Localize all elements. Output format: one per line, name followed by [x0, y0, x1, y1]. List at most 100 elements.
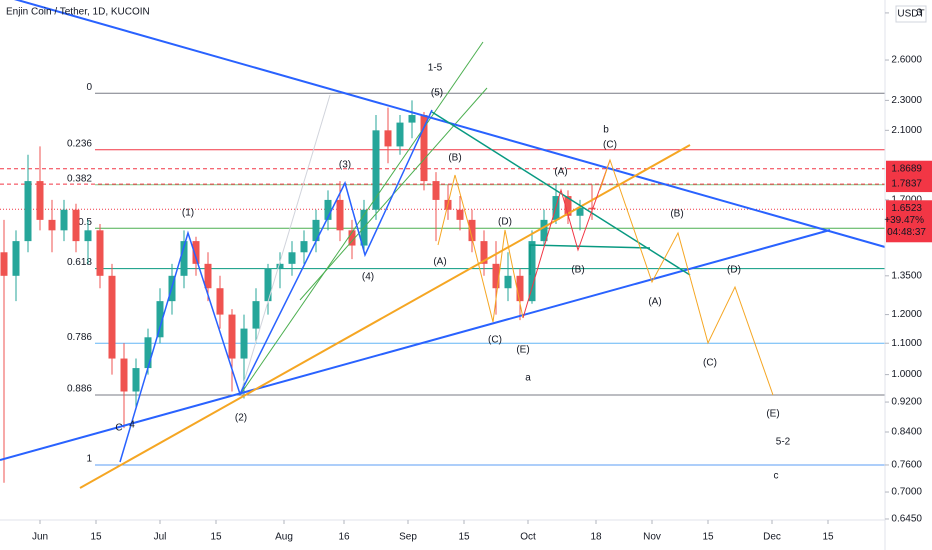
x-tick-label: Nov — [643, 532, 661, 543]
wave-label: (A) — [648, 297, 661, 308]
wave-label: C — [115, 423, 122, 434]
wave-line — [119, 109, 433, 463]
fib-label: 0.786 — [67, 332, 92, 343]
y-tick-label: 1.2000 — [891, 309, 922, 320]
candle-body — [12, 241, 20, 276]
candle-body — [336, 199, 344, 231]
candle-body — [504, 275, 512, 289]
candle-body — [72, 209, 80, 242]
candle-body — [216, 288, 224, 315]
candle-body — [540, 219, 548, 242]
price-label: 1.7837 — [891, 179, 922, 190]
candle-body — [36, 181, 44, 220]
candle-body — [432, 181, 440, 200]
wave-label: (E) — [516, 345, 529, 356]
candle-body — [180, 241, 188, 276]
candle-body — [420, 115, 428, 182]
y-tick-label: 1.1000 — [891, 338, 922, 349]
candle-body — [228, 314, 236, 359]
fib-label: 1 — [86, 454, 92, 465]
last-price: 1.6523 — [891, 203, 922, 214]
x-tick-label: 15 — [90, 532, 102, 543]
wave-label: (B) — [571, 265, 584, 276]
trend-line — [13, 0, 886, 248]
y-tick-label: 2.3000 — [891, 95, 922, 106]
candle-body — [84, 230, 92, 242]
wave-line — [529, 244, 651, 275]
candle-body — [60, 209, 68, 231]
candle-body — [372, 130, 380, 210]
fib-label: 0.236 — [67, 138, 92, 149]
x-tick-label: Jun — [32, 532, 48, 543]
x-tick-label: 18 — [590, 532, 602, 543]
candle-body — [276, 263, 284, 269]
wave-label: (C) — [703, 358, 717, 369]
y-tick-label: 2.6000 — [891, 55, 922, 66]
fib-label: 0.618 — [67, 257, 92, 268]
candle-body — [396, 122, 404, 147]
candle-body — [588, 207, 596, 210]
wave-label: (E) — [766, 409, 779, 420]
wave-label: (B) — [670, 209, 683, 220]
candle-body — [312, 219, 320, 242]
candle-body — [144, 337, 152, 369]
x-tick-label: 15 — [210, 532, 222, 543]
x-tick-label: 15 — [822, 532, 834, 543]
y-tick-label: 0.8400 — [891, 427, 922, 438]
wave-line — [437, 174, 524, 323]
wave-label: (A) — [433, 257, 446, 268]
drawings — [0, 0, 886, 489]
price-label-box — [886, 176, 932, 193]
candle-body — [156, 301, 164, 338]
candle-body — [24, 181, 32, 242]
currency-box — [895, 5, 927, 23]
candle-body — [204, 263, 212, 289]
candle-body — [348, 230, 356, 246]
candle-body — [408, 115, 416, 123]
wave-line — [522, 159, 611, 319]
candle-body — [48, 219, 56, 231]
candle-body — [492, 263, 500, 289]
x-tick-label: 15 — [458, 532, 470, 543]
fib-label: 0.5 — [78, 217, 92, 228]
price-change: +39.47% — [884, 215, 924, 226]
wave-label: (C) — [603, 140, 617, 151]
x-tick-label: 16 — [338, 532, 350, 543]
x-tick-label: Dec — [763, 532, 781, 543]
trend-line — [0, 229, 831, 461]
wave-label: (2) — [235, 413, 247, 424]
y-tick-label: 1.0000 — [891, 369, 922, 380]
candle-body — [192, 241, 200, 264]
candle-body — [516, 275, 524, 302]
y-tick-label: 0.9200 — [891, 397, 922, 408]
trend-line — [79, 144, 691, 489]
candle-body — [252, 301, 260, 329]
trend-line — [239, 94, 331, 396]
chart-title: Enjin Coin / Tether, 1D, KUCOIN — [6, 7, 150, 18]
wave-label: a — [525, 373, 531, 384]
fib-label: 0 — [86, 82, 92, 93]
wave-label: (A) — [554, 167, 567, 178]
wave-label: (3) — [339, 160, 351, 171]
candle-body — [468, 219, 476, 242]
channel-line — [239, 41, 484, 396]
wave-label: 1-5 — [428, 63, 443, 74]
x-tick-label: Aug — [275, 532, 293, 543]
candle-body — [576, 207, 584, 216]
wave-label: (4) — [362, 272, 374, 283]
candle-body — [264, 268, 272, 302]
candle-body — [384, 130, 392, 147]
candle-body — [528, 241, 536, 302]
x-tick-label: Oct — [520, 532, 536, 543]
candle-body — [96, 230, 104, 276]
wave-label: (5) — [431, 88, 443, 99]
candle-body — [240, 328, 248, 359]
wave-label: 5-2 — [776, 437, 791, 448]
wave-label: (B) — [448, 153, 461, 164]
candle-body — [132, 368, 140, 392]
candle-body — [564, 196, 572, 216]
y-tick-label: 1.7000 — [891, 195, 922, 206]
candle-body — [120, 358, 128, 392]
wave-label: c — [774, 471, 779, 482]
